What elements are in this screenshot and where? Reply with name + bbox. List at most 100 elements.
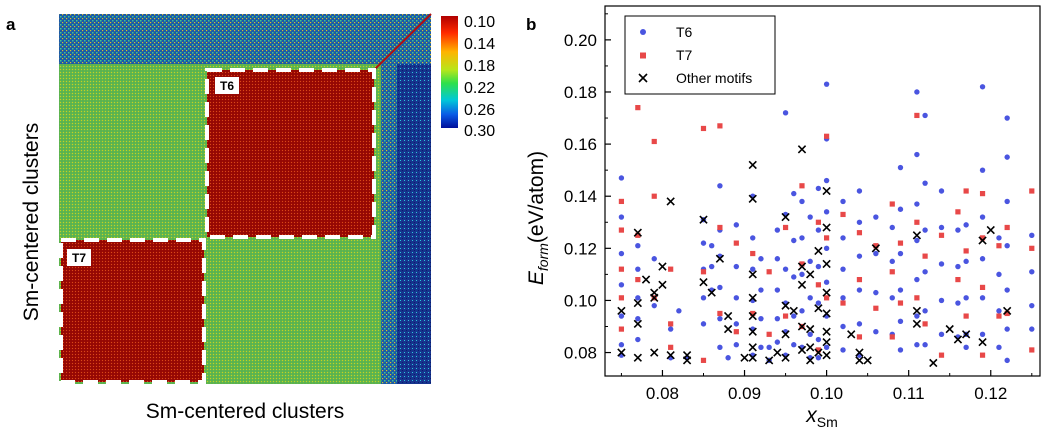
t7-point: [618, 295, 625, 301]
t7-point: [1004, 224, 1010, 231]
t6-point: [856, 321, 863, 327]
y-axis-label: Eform(eV/atom): [525, 151, 551, 285]
t7-point: [979, 352, 986, 358]
panel-b-letter: b: [526, 15, 536, 34]
t6-dashed-box: [205, 68, 376, 239]
heatmap-top-band: [59, 14, 431, 64]
t6-point: [774, 287, 781, 293]
t6-point: [922, 227, 928, 233]
t6-point: [618, 342, 625, 348]
t6-point: [897, 347, 904, 353]
t6-point: [979, 295, 986, 301]
t6-point: [979, 214, 986, 220]
t6-point: [914, 276, 920, 283]
t6-point: [708, 263, 715, 270]
other-motif-point: [650, 348, 659, 357]
t7-point: [914, 295, 920, 301]
t7-point: [938, 232, 945, 238]
other-motif-point: [797, 280, 807, 289]
other-motif-point: [822, 288, 831, 297]
t6-point: [897, 164, 904, 171]
legend: T6 T7 Other motifs: [624, 15, 776, 95]
other-motif-point: [797, 145, 807, 154]
panel-a-letter: a: [6, 15, 16, 34]
t6-point: [651, 256, 657, 262]
y-axis-label-unit: (eV/atom): [525, 151, 548, 243]
other-motif-point: [814, 348, 823, 357]
x-tick-label: 0.09: [728, 384, 761, 403]
other-motif-point: [748, 311, 757, 321]
colorbar-tick: 0.26: [464, 102, 495, 119]
t6-point: [1004, 326, 1010, 332]
t6-point: [938, 261, 945, 267]
legend-t7-label: T7: [676, 47, 693, 63]
colorbar-tick: 0.14: [464, 36, 495, 53]
t6-point: [618, 313, 625, 319]
t7-point: [750, 310, 756, 317]
t7-point: [922, 253, 928, 259]
heatmap-diagonal: [373, 13, 432, 71]
legend-t6-marker: [640, 29, 646, 35]
t6-point: [758, 344, 764, 351]
t6-point: [758, 315, 764, 322]
t6-point: [717, 183, 723, 189]
other-motif-point: [822, 309, 831, 318]
t7-point: [1004, 310, 1010, 317]
t7-point: [840, 211, 846, 218]
t6-point: [791, 342, 797, 348]
t6-point: [635, 243, 641, 249]
other-motif-point: [855, 356, 864, 365]
t6-point: [717, 315, 723, 322]
t6-point: [733, 321, 740, 327]
t6-point: [618, 250, 625, 257]
colorbar-tick: 0.18: [464, 58, 495, 75]
other-motif-point: [806, 356, 815, 365]
x-axis-label-sub: Sm: [817, 414, 838, 429]
t7-point: [733, 240, 739, 246]
other-motif-point: [978, 337, 987, 347]
t6-point: [635, 266, 641, 272]
legend-t7-marker: [640, 52, 646, 59]
t6-point: [807, 258, 813, 265]
t6-point: [840, 198, 846, 205]
t6-point: [914, 89, 920, 95]
y-tick-label: 0.08: [564, 344, 597, 363]
other-motif-point: [748, 327, 757, 336]
other-motif-point: [822, 337, 831, 347]
other-motif-point: [707, 288, 716, 297]
y-tick-label: 0.16: [564, 135, 597, 154]
t7-point: [750, 250, 756, 257]
legend-other-marker: [638, 73, 648, 83]
t7-point: [766, 269, 772, 275]
t6-point: [823, 279, 830, 285]
t6-point: [807, 295, 813, 301]
panel-a-heatmap: a T6 T7 0.10 0.14 0.18 0.22 0.26 0.30 Sm…: [6, 13, 495, 423]
other-motif-point: [806, 343, 815, 352]
x-axis-label: xSm: [805, 404, 838, 429]
t6-point: [651, 302, 657, 309]
colorbar-tick: 0.30: [464, 123, 495, 140]
t7-point: [889, 334, 895, 340]
t6-point: [618, 282, 625, 288]
other-motif-point: [822, 186, 831, 196]
t6-point: [823, 81, 830, 87]
t6-point: [873, 289, 879, 296]
other-motif-point: [806, 270, 815, 279]
t6-point: [807, 331, 813, 338]
heatmap-edge-band: [381, 64, 397, 384]
other-motif-point: [617, 348, 626, 357]
t6-point: [774, 315, 781, 322]
other-motif-point: [781, 301, 790, 310]
t6-point: [938, 188, 945, 194]
other-motif-point: [797, 322, 807, 331]
t7-point: [782, 313, 789, 319]
t7-point: [996, 243, 1002, 249]
t6-point: [914, 151, 920, 158]
t6-point: [766, 344, 772, 351]
other-motif-point: [929, 358, 938, 368]
t7-point: [766, 331, 772, 337]
t7-point: [815, 282, 821, 288]
t6-point: [856, 287, 863, 293]
t6-point: [823, 209, 830, 215]
t7-point: [955, 276, 961, 283]
